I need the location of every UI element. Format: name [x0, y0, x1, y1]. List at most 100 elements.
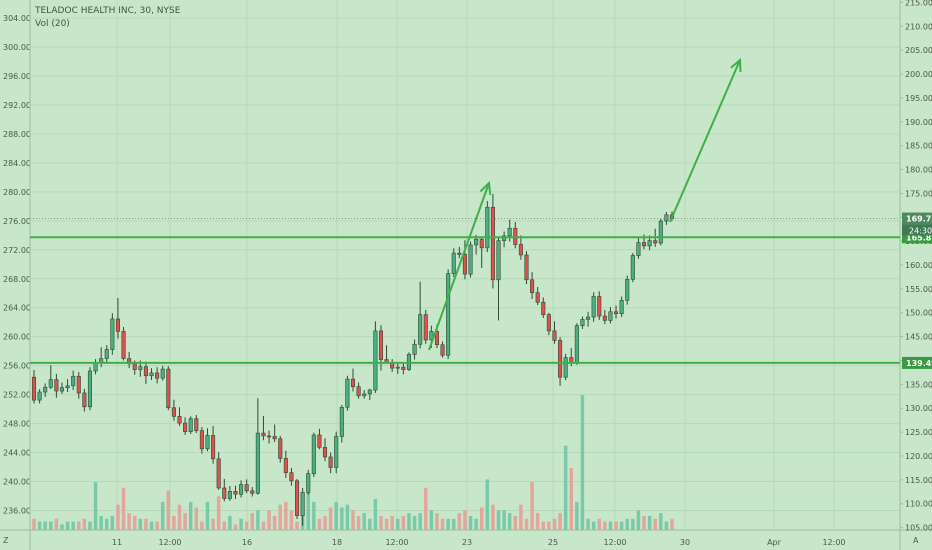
- candle: [317, 434, 322, 448]
- candle: [468, 244, 473, 275]
- volume-bar: [631, 518, 635, 530]
- volume-bar: [485, 479, 490, 530]
- auto-scale-button[interactable]: A: [913, 536, 919, 545]
- volume-bar: [659, 513, 663, 530]
- candle: [194, 418, 199, 431]
- candle: [378, 330, 384, 360]
- volume-bar: [149, 521, 154, 530]
- candle: [149, 372, 154, 377]
- x-axis-tick: 12:00: [822, 538, 845, 547]
- volume-bar: [457, 513, 462, 530]
- right-axis-tick: 120.00: [905, 452, 932, 461]
- volume-bar: [244, 521, 249, 530]
- trend-arrow: [428, 182, 490, 351]
- volume-bar: [32, 518, 36, 530]
- volume-bar: [71, 521, 75, 530]
- candle: [261, 432, 266, 437]
- candle: [602, 315, 607, 321]
- volume-bar: [625, 518, 629, 530]
- volume-bar: [474, 518, 478, 530]
- right-axis-tick: 215.00: [905, 0, 932, 7]
- candle: [239, 484, 244, 495]
- left-axis-tick: 252.00: [3, 391, 31, 400]
- volume-bar: [328, 507, 333, 530]
- volume-bar: [642, 515, 646, 530]
- candle: [289, 472, 294, 482]
- volume-bar: [172, 515, 176, 530]
- volume-bar: [166, 490, 171, 530]
- right-axis-tick: 160.00: [905, 261, 932, 270]
- volume-bar: [138, 518, 143, 530]
- candle: [76, 375, 81, 394]
- candle: [362, 393, 367, 397]
- candle: [166, 368, 171, 409]
- candle: [322, 447, 328, 458]
- volume-bar: [43, 521, 47, 530]
- candle: [418, 314, 423, 345]
- candle: [558, 340, 563, 378]
- trend-arrowhead: [479, 180, 492, 196]
- candle: [423, 314, 428, 341]
- candle: [630, 255, 635, 280]
- price-label-box: [902, 356, 932, 369]
- candle: [132, 363, 137, 370]
- right-axis-tick: 195.00: [905, 94, 932, 103]
- volume-bar: [547, 521, 551, 530]
- volume-bar: [49, 521, 53, 530]
- volume-bar: [284, 501, 288, 530]
- timezone-button[interactable]: Z: [3, 536, 9, 545]
- volume-bar: [479, 507, 484, 530]
- volume-bar: [530, 482, 534, 530]
- left-axis-tick: 272.00: [3, 246, 31, 255]
- last-price-box: [902, 212, 932, 225]
- volume-bar: [670, 518, 674, 530]
- volume-bar: [664, 521, 669, 530]
- volume-bar: [317, 518, 322, 530]
- left-axis-tick: 280.00: [3, 188, 31, 197]
- volume-bar: [558, 513, 562, 530]
- candle: [518, 244, 523, 256]
- candle: [356, 386, 361, 397]
- volume-bar: [160, 501, 165, 530]
- volume-bar: [261, 521, 266, 530]
- candle: [563, 357, 568, 378]
- volume-bar: [608, 521, 613, 530]
- left-axis-tick: 268.00: [3, 275, 31, 284]
- candle: [574, 325, 579, 364]
- volume-bar: [653, 518, 657, 530]
- volume-bar: [535, 513, 540, 530]
- candle: [216, 458, 221, 489]
- candle: [591, 296, 596, 318]
- candle: [87, 370, 92, 408]
- candle: [625, 279, 630, 301]
- volume-bar: [278, 504, 282, 530]
- left-axis-tick: 236.00: [3, 506, 31, 515]
- candle: [636, 242, 641, 256]
- candle: [138, 366, 143, 370]
- right-axis-tick: 205.00: [905, 46, 932, 55]
- left-axis-tick: 296.00: [3, 72, 31, 81]
- volume-bar: [60, 524, 64, 530]
- right-axis-tick: 180.00: [905, 166, 932, 175]
- candle: [334, 436, 339, 468]
- volume-bar: [155, 521, 159, 530]
- volume-bar: [412, 515, 417, 530]
- volume-bar: [513, 515, 518, 530]
- volume-bar: [228, 515, 232, 530]
- volume-bar: [368, 518, 372, 530]
- left-axis-tick: 240.00: [3, 477, 31, 486]
- candle: [440, 344, 445, 356]
- candle: [395, 366, 400, 369]
- volume-bar: [222, 521, 227, 530]
- trend-arrowhead: [730, 57, 742, 73]
- right-axis-tick: 125.00: [905, 428, 932, 437]
- candle: [328, 456, 333, 468]
- volume-bar: [446, 518, 450, 530]
- candle: [43, 386, 48, 393]
- volume-bar: [418, 513, 422, 530]
- left-axis-tick: 288.00: [3, 130, 31, 139]
- candle: [546, 314, 551, 332]
- left-axis-tick: 304.00: [3, 14, 31, 23]
- x-axis-tick: 12:00: [603, 538, 626, 547]
